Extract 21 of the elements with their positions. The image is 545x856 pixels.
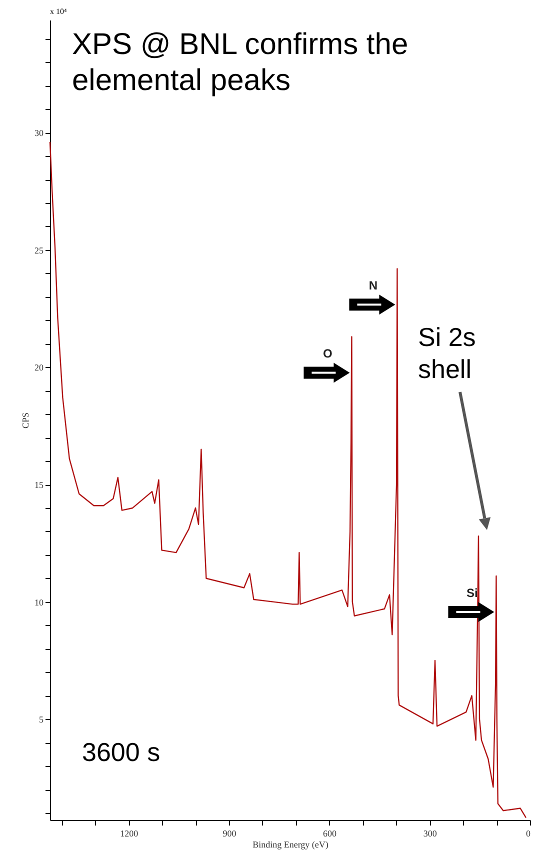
y-tick-label: 20 [34, 362, 44, 373]
x-tick-label: 900 [222, 828, 237, 838]
y-tick-label: 15 [34, 480, 44, 490]
x-tick-label: 600 [323, 828, 338, 838]
y-tick-label: 5 [39, 714, 44, 725]
x-tick-label: 300 [423, 828, 438, 838]
y-axis-title: CPS [20, 412, 30, 429]
text: x 10⁴ [50, 7, 67, 16]
y-tick-label: 30 [34, 128, 44, 138]
annotation: 3600 s [82, 737, 160, 767]
annotation: O [323, 346, 332, 361]
x-tick-label: 0 [526, 828, 531, 838]
line-series [49, 141, 527, 818]
x-axis-title: Binding Energy (eV) [252, 840, 328, 850]
annotation: Si [466, 586, 478, 600]
y-tick-label: 10 [34, 597, 44, 608]
x-tick-label: 1200 [120, 828, 139, 838]
annotation: Si 2s shell [418, 322, 476, 384]
y-tick-label: 25 [34, 245, 44, 256]
text: XPS @ BNL confirms the elemental peaks [72, 28, 408, 97]
annotation: N [368, 278, 378, 293]
